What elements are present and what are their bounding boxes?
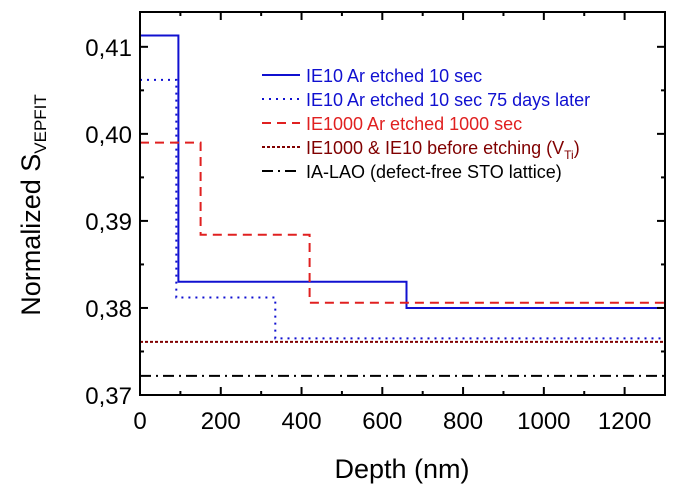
x-tick-label: 1000 xyxy=(517,408,570,435)
y-axis-title-main: Normalized S xyxy=(16,154,46,316)
legend-label-1: IE10 Ar etched 10 sec 75 days later xyxy=(306,90,590,110)
x-tick-label: 1200 xyxy=(598,408,651,435)
plot-frame xyxy=(139,11,666,396)
series-layer xyxy=(140,34,665,377)
y-tick-label: 0,37 xyxy=(85,383,132,410)
x-axis-title: Depth (nm) xyxy=(334,454,469,484)
x-tick-label: 600 xyxy=(362,408,402,435)
y-axis-title: Normalized SVEPFIT xyxy=(16,94,50,316)
legend: IE10 Ar etched 10 sec IE10 Ar etched 10 s… xyxy=(262,66,590,182)
series-line-0 xyxy=(140,34,665,309)
y-tick-label: 0,39 xyxy=(85,209,132,236)
y-tick-label: 0,40 xyxy=(85,122,132,149)
legend-label-0: IE10 Ar etched 10 sec xyxy=(306,66,482,86)
series-line-2 xyxy=(140,141,665,304)
x-tick-label: 800 xyxy=(443,408,483,435)
legend-label-3: IE1000 & IE10 before etching (VTi) xyxy=(306,138,580,162)
x-tick-label: 400 xyxy=(282,408,322,435)
plot-area: 0 200 400 600 800 1000 1200 0,37 0,38 0,39 0,40 0,4… xyxy=(85,11,666,435)
x-tick-label: 0 xyxy=(133,408,146,435)
x-tick-label: 200 xyxy=(201,408,241,435)
legend-label-4: IA-LAO (defect-free STO lattice) xyxy=(306,162,562,182)
ticks-layer: 0 200 400 600 800 1000 1200 0,37 0,38 0,39 0,40 0,4… xyxy=(85,12,665,435)
y-tick-label: 0,41 xyxy=(85,35,132,62)
legend-label-2: IE1000 Ar etched 1000 sec xyxy=(306,114,522,134)
y-tick-label: 0,38 xyxy=(85,296,132,323)
y-axis-title-subscript: VEPFIT xyxy=(31,94,50,154)
